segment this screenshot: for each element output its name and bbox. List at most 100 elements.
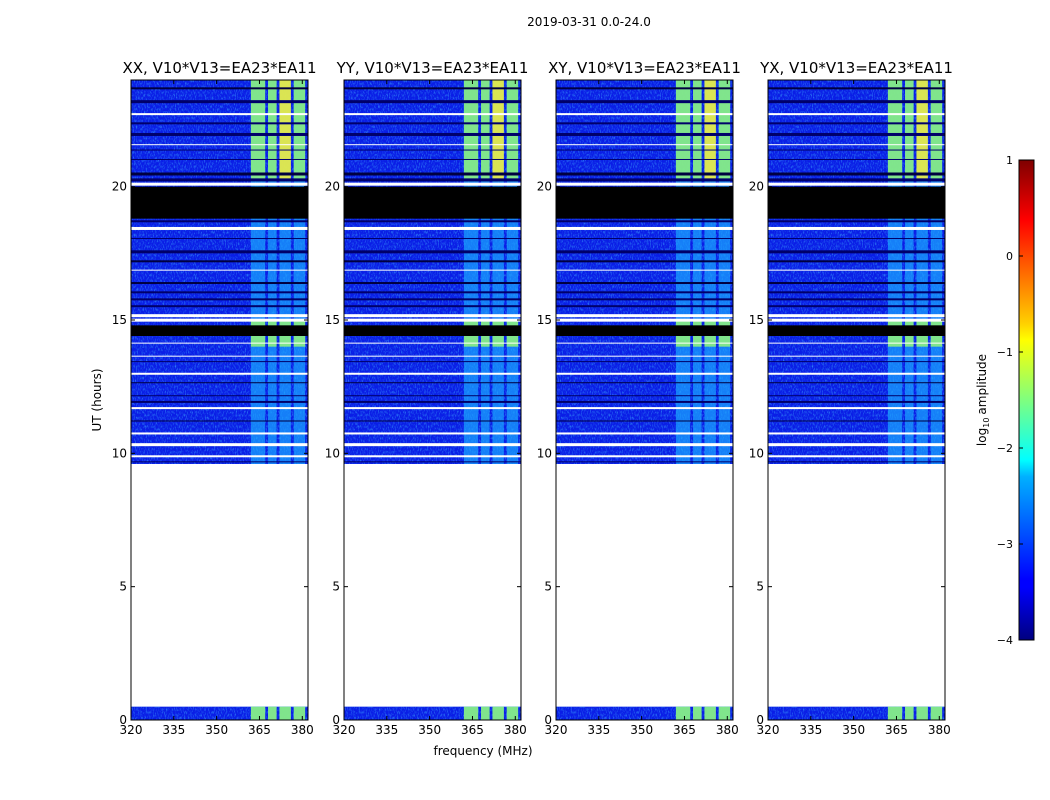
time-stripe <box>344 220 521 223</box>
flagged-block <box>768 186 945 219</box>
time-stripe <box>344 178 521 182</box>
colorbar-ticks: 1 0 −1 −2 −3 −4 <box>997 154 1023 647</box>
time-stripe <box>768 361 945 363</box>
time-stripe <box>556 149 733 151</box>
time-stripe <box>556 342 733 344</box>
time-stripe <box>768 132 945 136</box>
rfi-bright <box>905 80 914 182</box>
time-stripe <box>131 314 308 318</box>
time-stripe <box>768 314 945 318</box>
rfi-bright <box>463 336 479 347</box>
rfi-bright <box>718 80 731 182</box>
time-stripe <box>131 298 308 301</box>
time-stripe <box>556 305 733 308</box>
y-tick-label: 20 <box>325 180 340 194</box>
time-stripe <box>344 298 521 301</box>
rfi-bright <box>293 336 306 347</box>
y-tick-label: 10 <box>325 446 340 460</box>
time-stripe <box>344 100 521 104</box>
rfi-bright <box>279 320 291 331</box>
rfi-bright <box>268 320 277 331</box>
colorbar-tick-label: −4 <box>997 634 1013 647</box>
time-stripe <box>768 372 945 375</box>
time-stripe <box>556 443 733 447</box>
flag-line <box>131 318 308 322</box>
time-stripe <box>556 461 733 463</box>
time-stripe <box>768 420 945 422</box>
time-stripe <box>344 400 521 403</box>
rfi-bright <box>887 336 903 347</box>
rfi-bright <box>718 336 731 347</box>
x-tick-label: 335 <box>162 723 185 737</box>
time-stripe <box>344 113 521 116</box>
time-stripe <box>556 113 733 116</box>
y-tick-label: 15 <box>112 313 127 327</box>
time-stripe <box>768 355 945 357</box>
panel-title: YY, V10*V13=EA23*EA11 <box>336 59 529 77</box>
time-stripe <box>556 87 733 90</box>
data-noise <box>344 80 521 464</box>
flagged-block <box>131 325 308 336</box>
figure-title: 2019-03-31 0.0-24.0 <box>527 15 651 29</box>
rfi-bright <box>887 706 903 720</box>
time-stripe <box>556 455 733 458</box>
flag-line <box>344 182 521 186</box>
time-stripe <box>768 455 945 458</box>
flagged-block <box>344 325 521 336</box>
time-stripe <box>556 314 733 318</box>
time-stripe <box>131 113 308 116</box>
time-stripe <box>131 250 308 254</box>
colorbar-tick-label: 0 <box>1006 250 1013 263</box>
rfi-band <box>268 80 277 464</box>
y-tick-label: 5 <box>119 580 127 594</box>
time-stripe <box>131 355 308 357</box>
time-stripe <box>344 238 521 240</box>
rfi-bright <box>463 80 479 182</box>
time-stripe <box>344 395 521 397</box>
time-stripe <box>556 158 733 160</box>
time-stripe <box>556 260 733 263</box>
flagged-block <box>768 325 945 336</box>
time-stripe <box>768 178 945 182</box>
rfi-bright <box>250 706 266 720</box>
panel-4: 320 335 350 365 380 0 5 10 15 20 YX, V10*V13=EA23*… <box>749 59 953 737</box>
time-stripe <box>768 432 945 435</box>
y-tick-label: 5 <box>756 580 764 594</box>
time-stripe <box>131 342 308 344</box>
flag-line <box>131 182 308 186</box>
rfi-bright <box>704 336 716 347</box>
colorbar-label: log10 amplitude <box>975 354 991 446</box>
rfi-bright <box>481 80 490 182</box>
colorbar-tick-label: 1 <box>1006 154 1013 167</box>
flagged-block <box>556 186 733 219</box>
rfi-band <box>930 80 943 464</box>
rfi-bright <box>916 336 928 347</box>
panel-image <box>556 80 733 720</box>
time-stripe <box>131 178 308 182</box>
rfi-bright <box>693 336 702 347</box>
rfi-bright <box>492 320 504 331</box>
panel-1: 320 335 350 365 380 0 5 10 15 20 XX, V10*V13=EA23*… <box>112 59 317 737</box>
colorbar-tick-label: −1 <box>997 346 1013 359</box>
time-stripe <box>768 400 945 403</box>
time-stripe <box>768 305 945 308</box>
flag-line <box>556 182 733 186</box>
time-stripe <box>131 420 308 422</box>
rfi-bright <box>268 706 277 720</box>
x-tick-label: 335 <box>587 723 610 737</box>
time-stripe <box>556 382 733 384</box>
time-stripe <box>344 282 521 285</box>
time-stripe <box>768 113 945 116</box>
time-stripe <box>556 172 733 176</box>
time-stripe <box>344 144 521 146</box>
rfi-bright <box>279 336 291 347</box>
flag-line <box>768 318 945 322</box>
panel-frame <box>767 79 946 721</box>
rfi-bright <box>887 320 903 331</box>
x-tick-label: 335 <box>799 723 822 737</box>
time-stripe <box>344 226 521 230</box>
rfi-bright <box>693 320 702 331</box>
y-tick-label: 0 <box>119 713 127 727</box>
rfi-bright <box>279 80 291 182</box>
time-stripe <box>131 291 308 294</box>
